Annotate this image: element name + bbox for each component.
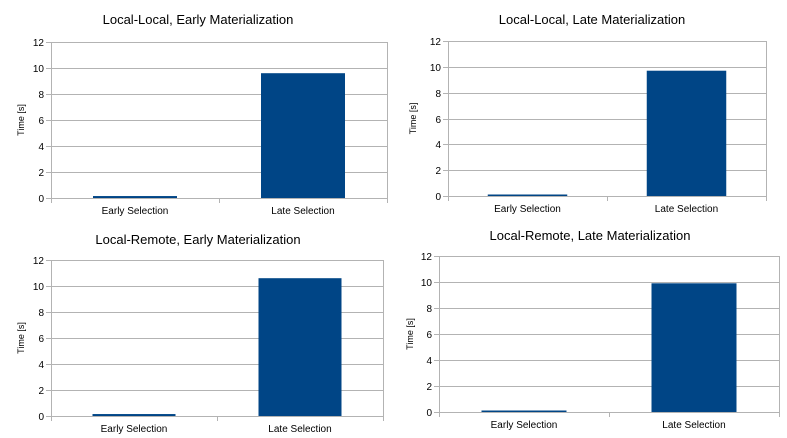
y-tick-label: 2 (435, 166, 441, 177)
y-tick-label: 12 (33, 256, 45, 267)
x-tick-label: Early Selection (491, 420, 558, 431)
chart-svg-4: Local-Remote, Late Materialization 0 2 4 6 8 1… (405, 228, 780, 431)
x-tick-label: Early Selection (102, 206, 169, 217)
y-tick-label: 6 (426, 330, 432, 341)
y-tick-label: 4 (426, 356, 432, 367)
y-tick-label: 0 (38, 194, 44, 205)
chart-title: Local-Remote, Early Materialization (95, 232, 300, 247)
x-tick-label: Early Selection (494, 204, 561, 215)
bar-early-selection (93, 196, 177, 198)
y-tick-label: 8 (38, 90, 44, 101)
y-tick-label: 0 (426, 408, 432, 419)
y-axis-label: Time [s] (408, 103, 418, 135)
chart-svg-1: Local-Local, Early Materialization 0 2 4 6 8 1… (16, 12, 388, 217)
x-tick-label: Late Selection (268, 424, 331, 435)
chart-title: Local-Local, Early Materialization (103, 12, 294, 27)
bar-early-selection (481, 410, 567, 412)
x-tick-label: Late Selection (271, 206, 334, 217)
x-tick-label: Late Selection (655, 204, 718, 215)
bar-early-selection (487, 194, 568, 196)
bar-early-selection (92, 414, 176, 416)
chart-svg-2: Local-Local, Late Materialization 0 2 4 6 8 10… (408, 12, 767, 215)
bar-late-selection (261, 73, 345, 198)
y-tick-label: 12 (421, 252, 433, 263)
y-axis-label: Time [s] (16, 322, 26, 354)
y-tick-label: 6 (38, 116, 44, 127)
y-tick-label: 2 (426, 382, 432, 393)
y-axis-label: Time [s] (16, 104, 26, 136)
chart-svg-3: Local-Remote, Early Materialization 0 2 4 6 8… (16, 232, 384, 435)
y-tick-label: 8 (435, 89, 441, 100)
y-tick-label: 0 (435, 192, 441, 203)
x-tick-label: Early Selection (101, 424, 168, 435)
y-tick-label: 12 (430, 37, 442, 48)
y-tick-label: 4 (38, 142, 44, 153)
y-tick-label: 10 (33, 64, 45, 75)
y-tick-label: 2 (38, 386, 44, 397)
y-tick-label: 12 (33, 38, 45, 49)
y-tick-label: 2 (38, 168, 44, 179)
y-tick-label: 8 (426, 304, 432, 315)
y-tick-label: 6 (38, 334, 44, 345)
bar-late-selection (646, 70, 727, 196)
bar-late-selection (651, 283, 737, 412)
y-tick-label: 6 (435, 115, 441, 126)
y-tick-label: 0 (38, 412, 44, 423)
chart-title: Local-Remote, Late Materialization (490, 228, 691, 243)
x-tick-label: Late Selection (662, 420, 725, 431)
bar-late-selection (258, 278, 342, 416)
y-tick-label: 4 (38, 360, 44, 371)
y-tick-label: 10 (430, 63, 442, 74)
chart-panel-2: Local-Local, Late Materialization 0 2 4 6 8 10… (394, 0, 787, 222)
y-axis-label: Time [s] (405, 318, 415, 350)
chart-panel-3: Local-Remote, Early Materialization 0 2 4 6 8… (0, 222, 395, 438)
chart-panel-1: Local-Local, Early Materialization 0 2 4 6 8 1… (0, 0, 395, 222)
chart-title: Local-Local, Late Materialization (499, 12, 685, 27)
y-tick-label: 10 (421, 278, 433, 289)
y-tick-label: 10 (33, 282, 45, 293)
y-tick-label: 4 (435, 140, 441, 151)
chart-panel-4: Local-Remote, Late Materialization 0 2 4 6 8 1… (394, 222, 787, 438)
y-tick-label: 8 (38, 308, 44, 319)
